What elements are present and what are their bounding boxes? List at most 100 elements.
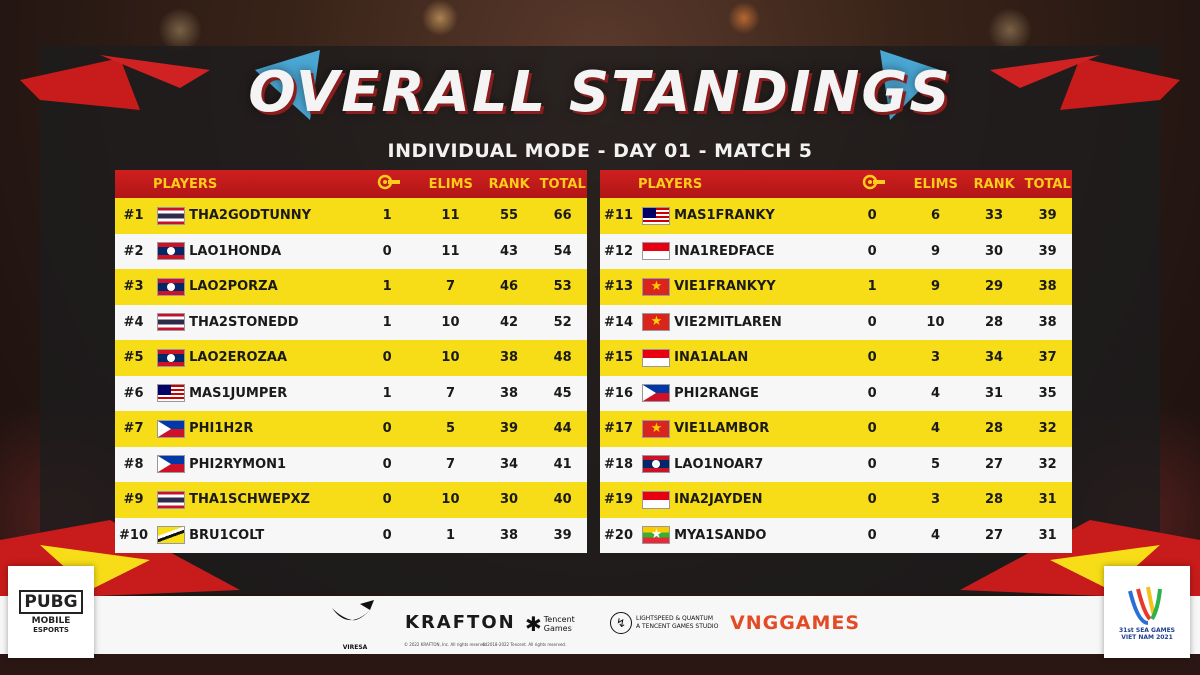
malaysia-flag-icon [641,206,670,225]
finishes-value: 0 [867,492,877,508]
tencent-games-logo: ✱ Tencent Games [525,612,575,636]
krafton-logo: KRAFTON [405,612,516,633]
thailand-flag-icon [156,490,185,509]
finishes-value: 0 [867,208,877,224]
player-name: THA1SCHWEPXZ [189,492,310,508]
player-name: PHI1H2R [189,421,254,437]
finishes-value: 0 [382,350,392,366]
table-row: #3 LAO2PORZA 1 7 46 53 [115,269,587,305]
position: #4 [123,314,144,330]
rank-value: 33 [984,208,1004,224]
page-subtitle: INDIVIDUAL MODE - DAY 01 - MATCH 5 [387,140,813,162]
total-value: 35 [1038,385,1057,401]
position: #5 [123,350,144,366]
tencent-text: Tencent [543,615,575,624]
lightspeed-quantum-logo: ↯ LIGHTSPEED & QUANTUM A TENCENT GAMES S… [610,612,718,634]
elims-value: 3 [930,492,940,508]
indonesia-flag-icon [641,490,670,509]
finishes-value: 1 [382,314,392,330]
total-value: 38 [1038,279,1057,295]
elims-value: 5 [445,421,455,437]
player-name: PHI2RANGE [674,385,759,401]
position: #11 [604,208,634,224]
position: #7 [123,421,144,437]
total-value: 44 [553,421,572,437]
page-title: OVERALL STANDINGS [248,60,952,125]
table-row: #11 MAS1FRANKY 0 6 33 39 [600,198,1072,234]
table-row: #18 LAO1NOAR7 0 5 27 32 [600,446,1072,482]
elims-value: 7 [445,279,455,295]
elims-value: 11 [441,243,460,259]
sea-games-subtitle: VIET NAM 2021 [1121,634,1173,641]
total-value: 32 [1038,421,1057,437]
total-value: 54 [553,243,572,259]
table-row: #9 THA1SCHWEPXZ 0 10 30 40 [115,482,587,518]
rank-value: 27 [984,456,1004,472]
philippines-flag-icon [156,419,185,438]
total-value: 37 [1038,350,1057,366]
finishes-value: 1 [867,279,877,295]
finishes-value: 0 [867,314,877,330]
finishes-value: 0 [867,385,877,401]
vietnam-flag-icon [641,313,670,332]
rank-value: 31 [984,385,1004,401]
laos-flag-icon [156,277,185,296]
elims-value: 10 [441,314,460,330]
elims-value: 4 [930,421,940,437]
table-row: #19 INA2JAYDEN 0 3 28 31 [600,482,1072,518]
total-value: 39 [1038,243,1057,259]
total-value: 38 [1038,314,1057,330]
table-row: #16 PHI2RANGE 0 4 31 35 [600,375,1072,411]
pubg-logo-mobile: MOBILE [31,616,71,626]
thailand-flag-icon [156,313,185,332]
table-row: #17 VIE1LAMBOR 0 4 28 32 [600,411,1072,447]
total-value: 41 [553,456,572,472]
rank-value: 30 [984,243,1004,259]
finishes-value: 1 [382,208,392,224]
total-value: 31 [1038,527,1057,543]
players-header: PLAYERS [153,176,218,192]
player-name: INA1ALAN [674,350,749,366]
sea-games-emblem-icon [1128,586,1162,625]
table-row: #20 MYA1SANDO 0 4 27 31 [600,517,1072,553]
table-row: #7 PHI1H2R 0 5 39 44 [115,411,587,447]
table-row: #5 LAO2EROZAA 0 10 38 48 [115,340,587,376]
tencent-star-icon: ✱ [525,612,542,636]
player-name: LAO1HONDA [189,243,282,259]
indonesia-flag-icon [641,348,670,367]
rank-header: RANK [973,176,1015,192]
player-name: INA1REDFACE [674,243,775,259]
sea-games-logo: 31st SEA GAMES VIET NAM 2021 [1104,566,1190,658]
viresa-text: VIRESA [342,644,368,651]
total-value: 39 [553,527,572,543]
elims-value: 6 [930,208,940,224]
elims-header: ELIMS [913,176,958,192]
player-name: INA2JAYDEN [674,492,763,508]
brunei-flag-icon [156,526,185,545]
total-value: 32 [1038,456,1057,472]
table-body: #11 MAS1FRANKY 0 6 33 39 #12 INA1REDFACE 0 9 30 39… [600,198,1072,553]
elims-value: 9 [930,243,940,259]
position: #19 [604,492,634,508]
pubg-logo-esports: ESPORTS [33,626,69,634]
table-row: #8 PHI2RYMON1 0 7 34 41 [115,446,587,482]
position: #10 [119,527,149,543]
position: #12 [604,243,634,259]
elims-value: 10 [926,314,945,330]
position: #2 [123,243,144,259]
position: #9 [123,492,144,508]
position: #15 [604,350,634,366]
table-row: #6 MAS1JUMPER 1 7 38 45 [115,375,587,411]
table-header: PLAYERS ELIMS RANK TOTAL [600,170,1072,198]
elims-value: 7 [445,456,455,472]
indonesia-flag-icon [641,242,670,261]
table-header: PLAYERS ELIMS RANK TOTAL [115,170,587,198]
rank-value: 55 [499,208,519,224]
vng-games-logo: VNGGAMES [730,612,861,634]
elims-value: 7 [445,385,455,401]
lightspeed-subtext: A TENCENT GAMES STUDIO [636,623,719,630]
rank-header: RANK [488,176,530,192]
finishes-value: 0 [382,527,392,543]
elims-value: 1 [445,527,455,543]
